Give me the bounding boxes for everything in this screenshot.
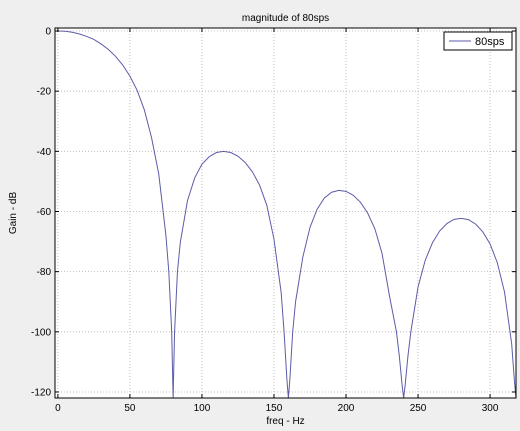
ticks: 0 50 100 150 200 250 300 0 -20 -40 -60 -80 -100 -120: [31, 27, 516, 414]
x-tick-label: 150: [266, 403, 283, 414]
legend-label-80sps: 80sps: [475, 36, 505, 48]
x-tick-label: 50: [124, 403, 136, 414]
plot-area: [55, 28, 516, 398]
legend-box: [443, 31, 513, 51]
x-tick-label: 0: [55, 403, 61, 414]
x-tick-label: 200: [338, 403, 355, 414]
y-axis-label: Gain - dB: [8, 192, 19, 235]
y-tick-label: -120: [31, 387, 51, 398]
x-tick-label: 300: [482, 403, 499, 414]
grid: [55, 28, 516, 398]
x-tick-label: 100: [194, 403, 211, 414]
series-line-80sps: [57, 30, 516, 398]
x-tick-label: 250: [410, 403, 427, 414]
plot-frame: [54, 27, 517, 399]
x-axis-label: freq - Hz: [266, 416, 304, 427]
chart-title: magnitude of 80sps: [242, 13, 329, 24]
y-tick-label: -20: [37, 87, 52, 98]
legend: 80sps: [443, 31, 513, 51]
y-tick-label: -60: [37, 207, 52, 218]
series-layer: [57, 30, 516, 398]
y-tick-label: 0: [45, 27, 51, 38]
y-tick-label: -80: [37, 267, 52, 278]
y-tick-label: -100: [31, 327, 51, 338]
y-tick-label: -40: [37, 147, 52, 158]
